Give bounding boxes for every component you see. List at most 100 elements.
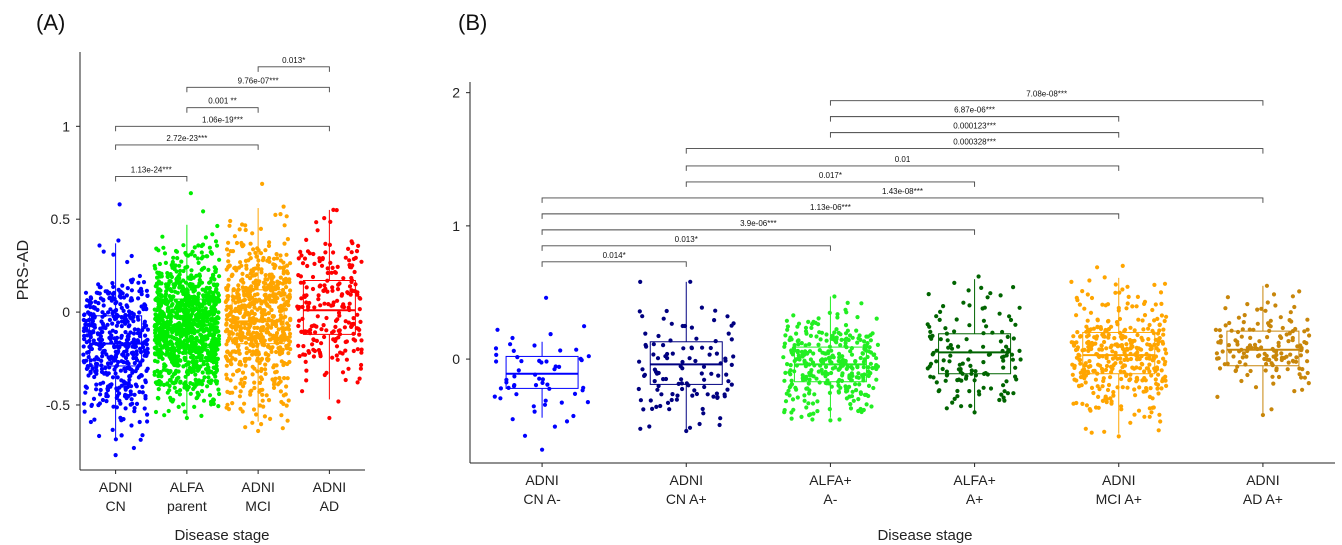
bracket: 0.014* [541, 251, 687, 267]
data-point [97, 285, 102, 290]
x-tick-label: parent [167, 498, 207, 514]
data-point [110, 375, 116, 380]
data-point [137, 289, 142, 294]
bracket: 2.72e-23*** [115, 134, 259, 150]
data-point [233, 316, 238, 321]
data-point [173, 289, 178, 294]
data-point [113, 339, 119, 344]
data-point [1132, 338, 1137, 343]
bracket: 0.017* [685, 171, 976, 187]
data-point [118, 302, 123, 307]
data-point [84, 304, 89, 309]
data-point [282, 241, 287, 246]
data-point [106, 385, 111, 391]
data-point [1072, 377, 1077, 382]
data-point [1078, 361, 1083, 366]
data-point [160, 234, 165, 239]
data-point [1136, 408, 1142, 413]
data-point [815, 399, 820, 404]
data-point [248, 392, 253, 397]
data-point [1071, 401, 1076, 406]
data-point [247, 316, 252, 321]
data-point [143, 396, 148, 401]
data-point [183, 280, 189, 285]
data-point [255, 307, 260, 312]
data-point [680, 323, 685, 329]
data-point [201, 398, 207, 403]
data-point [707, 352, 712, 357]
data-point [186, 308, 191, 313]
data-point [1244, 354, 1249, 359]
data-point [1274, 368, 1279, 373]
data-point [350, 322, 355, 327]
data-point [697, 421, 702, 427]
data-point [785, 327, 790, 332]
data-point [225, 349, 230, 354]
data-point [316, 297, 321, 302]
data-point [679, 377, 684, 382]
data-point [97, 243, 102, 248]
data-point [702, 384, 707, 390]
data-point [129, 298, 135, 303]
data-point [1095, 265, 1100, 270]
data-point [726, 331, 731, 336]
data-point [825, 371, 830, 377]
data-point [854, 328, 859, 333]
data-point [1163, 359, 1168, 364]
data-point [216, 310, 221, 315]
data-point [200, 316, 205, 321]
data-point [647, 424, 652, 429]
data-point [807, 342, 812, 347]
data-point [552, 367, 557, 372]
data-point [333, 318, 339, 323]
data-point [667, 407, 672, 412]
data-point [286, 398, 291, 403]
data-point [795, 350, 800, 355]
data-point [312, 348, 317, 354]
data-point [245, 326, 250, 332]
data-point [261, 255, 266, 261]
data-point [214, 360, 219, 365]
data-points [223, 181, 293, 434]
data-point [795, 395, 800, 400]
data-point [119, 359, 124, 364]
data-point [301, 352, 306, 357]
data-point [300, 389, 305, 394]
data-point [280, 426, 285, 431]
data-point [1156, 391, 1161, 396]
data-point [532, 409, 537, 414]
data-point [191, 336, 196, 341]
data-point [263, 367, 268, 372]
data-point [637, 309, 642, 314]
data-point [716, 373, 721, 378]
data-point [1156, 359, 1161, 365]
data-point [353, 255, 358, 260]
data-point [157, 355, 162, 360]
data-point [251, 407, 257, 412]
data-point [638, 426, 643, 431]
data-point [512, 374, 517, 379]
data-point [131, 445, 136, 451]
data-point [1132, 366, 1137, 371]
data-point [1245, 372, 1250, 378]
data-point [227, 335, 232, 340]
data-point [278, 275, 283, 280]
data-point [820, 371, 825, 376]
data-point [284, 214, 289, 219]
data-point [109, 298, 114, 303]
data-point [186, 293, 191, 298]
data-point [358, 366, 363, 371]
data-point [306, 349, 311, 354]
data-point [785, 362, 790, 367]
data-point [206, 375, 211, 380]
data-point [335, 357, 340, 362]
data-point [196, 291, 201, 296]
data-point [317, 284, 322, 289]
data-point [823, 357, 828, 362]
data-point [1147, 414, 1152, 419]
data-point [731, 354, 736, 359]
bracket-label: 2.72e-23*** [166, 134, 207, 143]
data-point [516, 368, 521, 373]
data-point-min [327, 415, 332, 421]
